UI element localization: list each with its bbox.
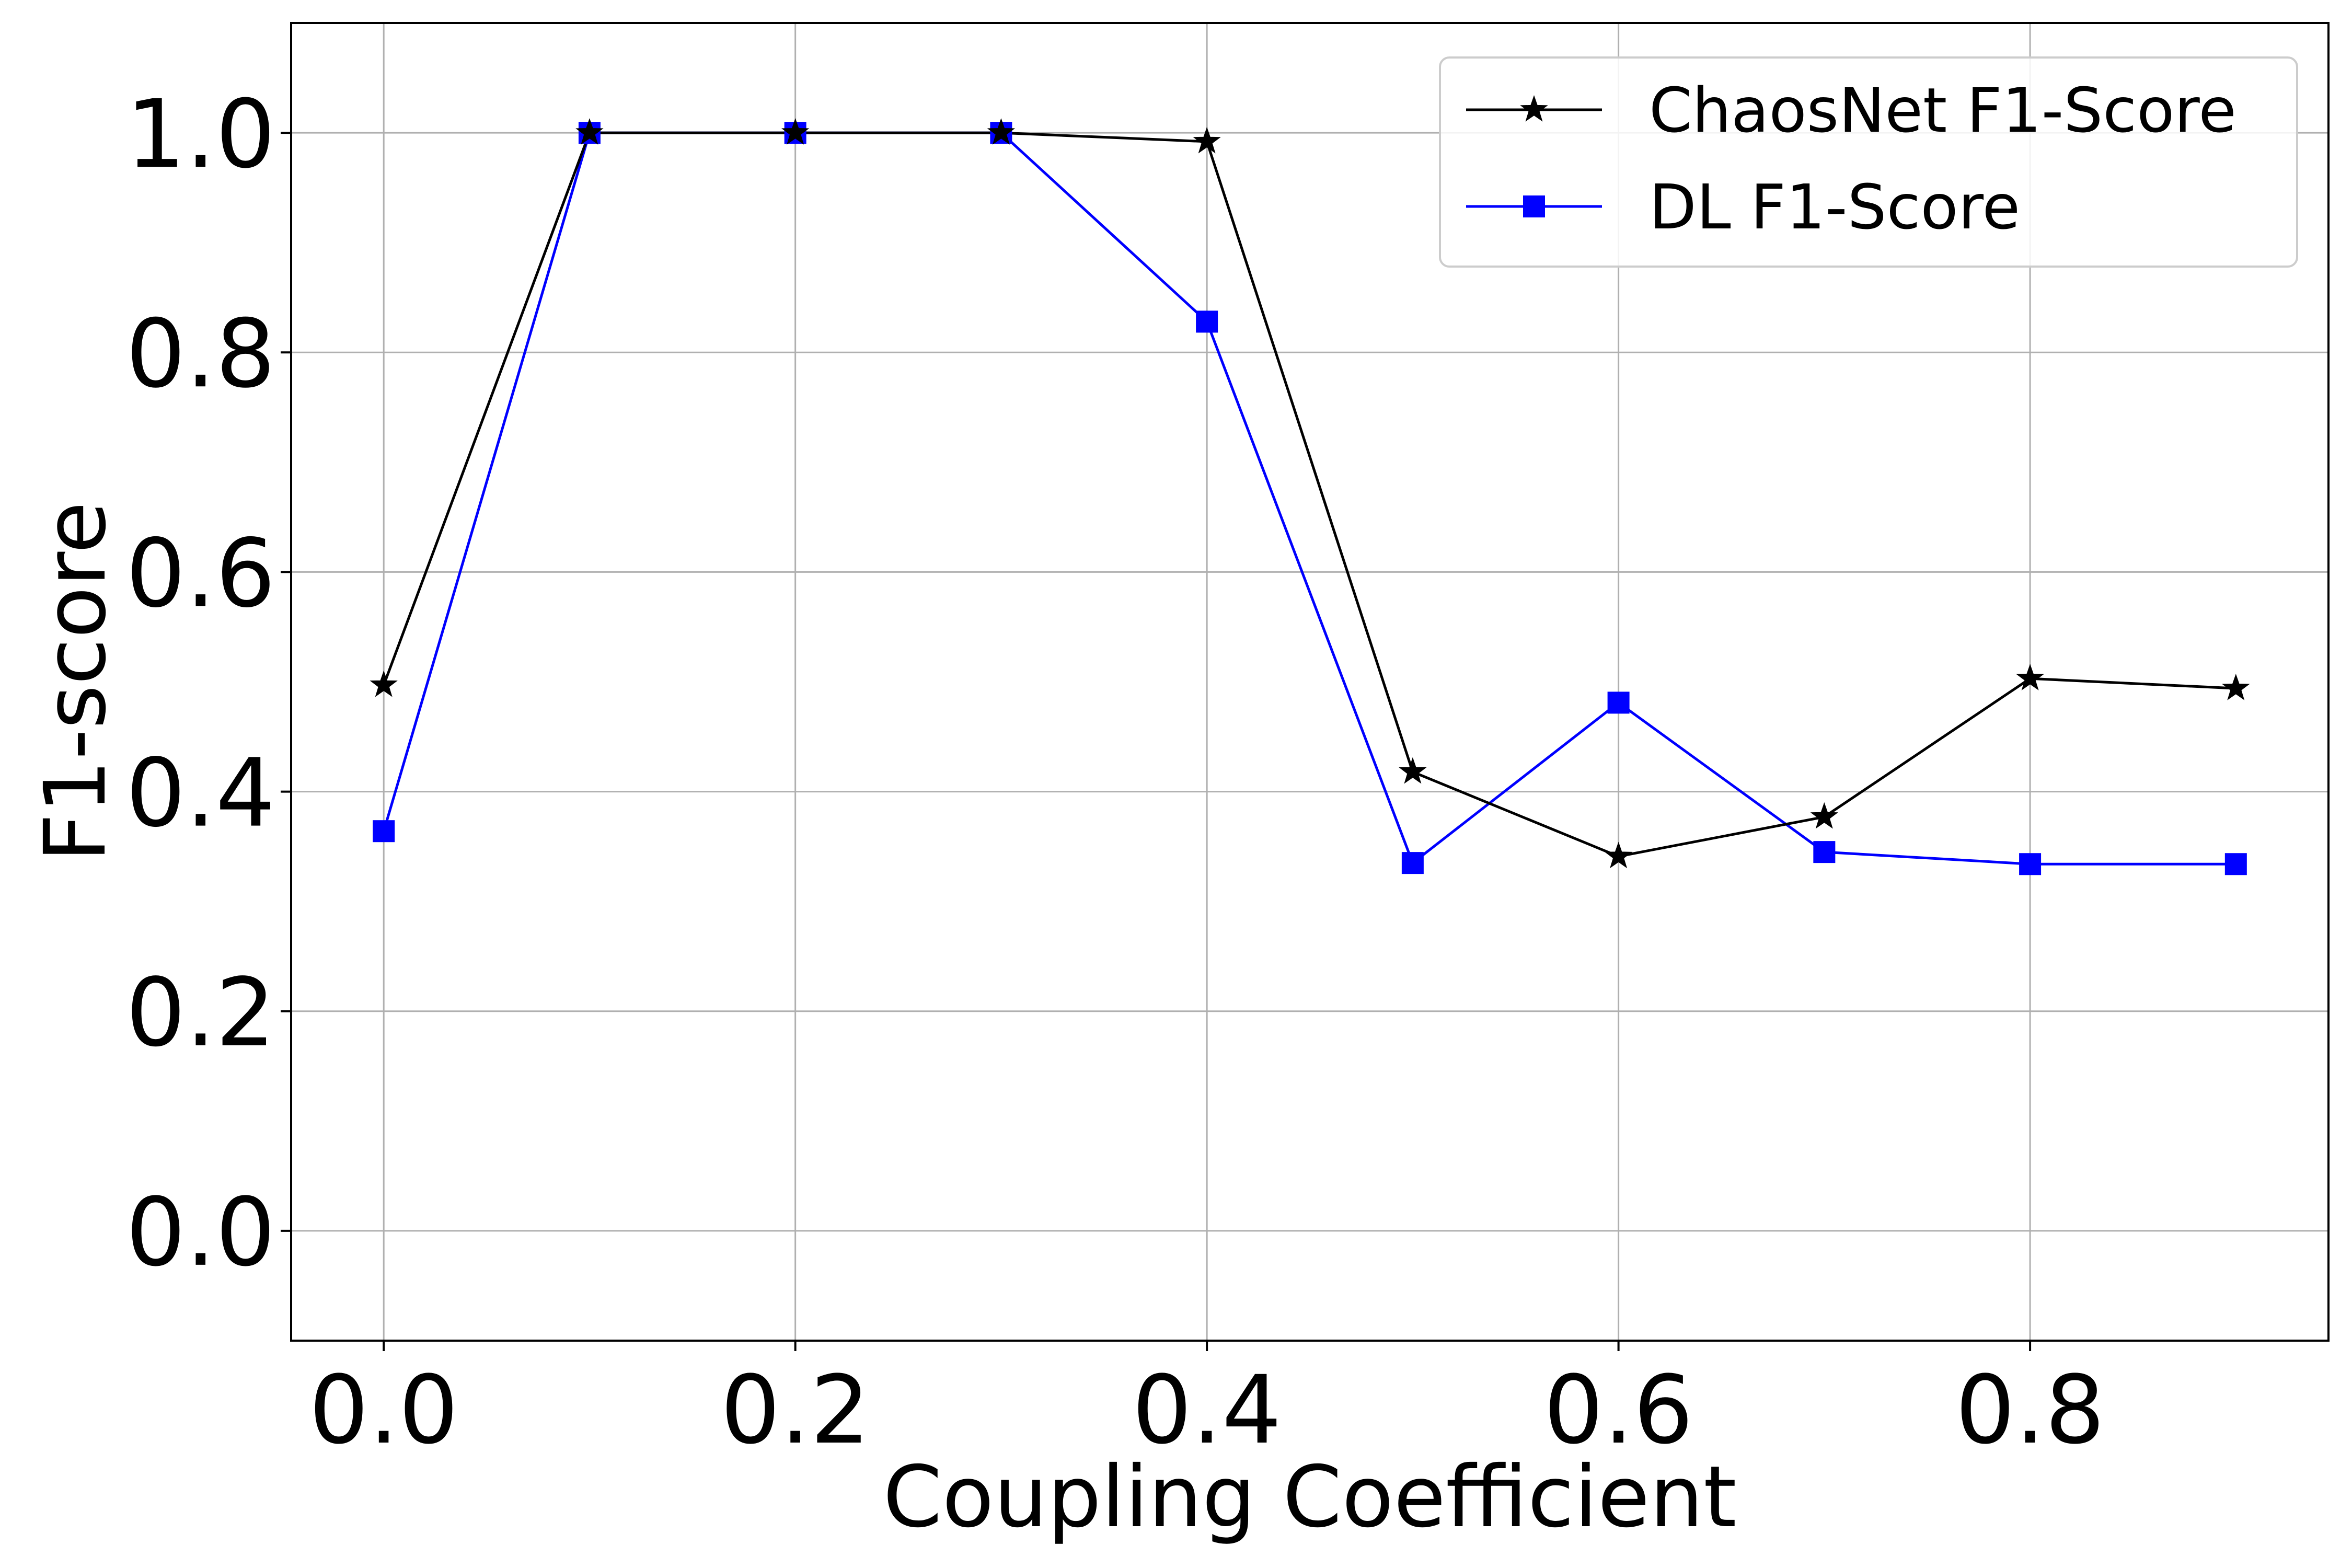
legend: ChaosNet F1-Score DL F1-Score — [1439, 56, 2298, 268]
tick-group: 0.0 0.2 0.4 0.6 0.8 0.0 0.2 0.4 0.6 0.8 1.0 — [126, 80, 2105, 1465]
y-tick-label: 0.2 — [126, 959, 275, 1068]
y-tick-label: 0.0 — [126, 1178, 275, 1287]
plot-frame — [290, 22, 2330, 1342]
x-tick-label: 0.0 — [309, 1356, 458, 1465]
data-point — [1401, 852, 1424, 874]
x-tick-label: 0.4 — [1132, 1356, 1282, 1465]
x-axis-label: Coupling Coefficient — [883, 1448, 1736, 1547]
legend-marker — [1520, 95, 1548, 122]
x-tick-label: 0.8 — [1955, 1356, 2105, 1465]
data-point — [2222, 674, 2250, 700]
data-point — [781, 118, 810, 145]
data-point — [1813, 841, 1836, 863]
legend-box — [1439, 56, 2298, 268]
data-point — [1196, 310, 1218, 333]
data-point — [2224, 853, 2247, 875]
data-point — [987, 118, 1016, 145]
legend-label: ChaosNet F1-Score — [1649, 74, 2236, 146]
data-point — [575, 118, 604, 145]
data-point — [1399, 757, 1427, 784]
x-tick-label: 0.6 — [1543, 1356, 1693, 1465]
data-point — [1607, 691, 1630, 714]
series-group — [370, 118, 2250, 875]
data-point — [2019, 853, 2042, 875]
legend-marker — [1523, 195, 1545, 217]
data-point — [2016, 664, 2044, 690]
data-point — [1604, 841, 1633, 869]
data-point — [373, 820, 395, 843]
series-line — [382, 131, 2236, 858]
y-tick-label: 0.4 — [126, 739, 275, 848]
y-tick-label: 0.6 — [126, 519, 275, 628]
data-point — [370, 670, 398, 697]
y-tick-label: 1.0 — [126, 80, 275, 189]
x-tick-label: 0.2 — [721, 1356, 870, 1465]
data-point — [1810, 802, 1838, 829]
data-point — [1193, 126, 1221, 154]
y-tick-label: 0.8 — [126, 299, 275, 409]
y-axis-label: F1-score — [27, 501, 125, 862]
legend-label: DL F1-Score — [1649, 171, 2020, 243]
